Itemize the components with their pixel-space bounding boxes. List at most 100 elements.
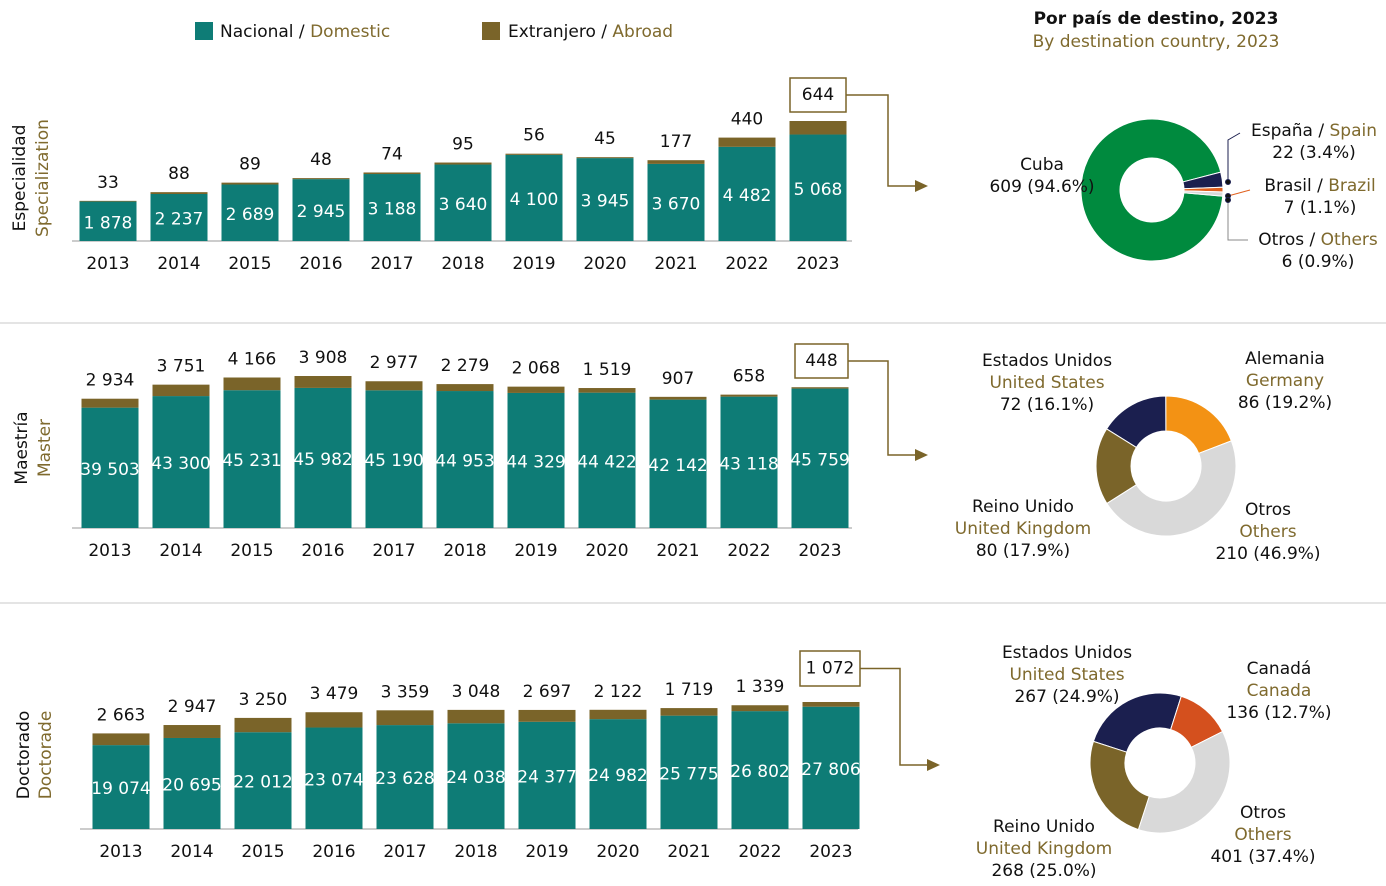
data-label: 24 982 xyxy=(588,766,647,786)
bar-segment xyxy=(649,396,707,400)
x-tick-label: 2015 xyxy=(230,541,273,561)
x-tick-label: 2022 xyxy=(727,541,770,561)
data-label: 45 190 xyxy=(364,451,423,471)
y-axis-label: Especialidad xyxy=(10,125,30,232)
bar-segment xyxy=(447,723,505,829)
pie-subtitle: By destination country, 2023 xyxy=(1033,32,1280,52)
slice-value: 86 (19.2%) xyxy=(1238,393,1332,413)
slice-label: Otros / Others xyxy=(1258,230,1378,250)
data-label: 56 xyxy=(523,126,545,146)
x-tick-label: 2021 xyxy=(667,842,710,862)
slice-label-en: United States xyxy=(989,373,1104,393)
slice-value: 6 (0.9%) xyxy=(1282,252,1355,272)
data-label: 88 xyxy=(168,164,190,184)
data-label: 45 xyxy=(594,129,616,149)
data-label: 3 670 xyxy=(652,194,701,214)
data-label: 3 359 xyxy=(381,682,430,702)
slice-value: 22 (3.4%) xyxy=(1272,143,1356,163)
donut-slice xyxy=(1080,118,1224,262)
slice-label-en: Others xyxy=(1239,522,1296,542)
data-label: 1 072 xyxy=(806,659,855,679)
data-label: 24 038 xyxy=(446,768,505,788)
bar-segment xyxy=(292,179,350,241)
data-label: 2 947 xyxy=(168,697,217,717)
legend-label: Extranjero / Abroad xyxy=(508,22,673,42)
x-tick-label: 2014 xyxy=(159,541,202,561)
x-tick-label: 2014 xyxy=(157,254,200,274)
data-label: 39 503 xyxy=(80,460,139,480)
data-label: 22 012 xyxy=(233,773,292,793)
bar-segment xyxy=(305,727,363,829)
bar-segment xyxy=(660,708,718,716)
data-label: 44 953 xyxy=(435,452,494,472)
x-tick-label: 2018 xyxy=(454,842,497,862)
bar-segment xyxy=(576,158,634,241)
slice-value: 136 (12.7%) xyxy=(1226,703,1331,723)
legend-swatch xyxy=(482,22,500,40)
bar-segment xyxy=(294,387,352,528)
donut-slice xyxy=(1106,440,1237,537)
bar-segment xyxy=(647,163,705,241)
slice-label-en: United States xyxy=(1009,665,1124,685)
x-tick-label: 2020 xyxy=(585,541,628,561)
bar-segment xyxy=(518,709,576,722)
bar-segment xyxy=(223,377,281,391)
bar-segment xyxy=(789,134,847,241)
bar-segment xyxy=(221,184,279,241)
slice-value: 401 (37.4%) xyxy=(1210,847,1315,867)
data-label: 177 xyxy=(660,132,692,152)
bar-segment xyxy=(507,392,565,528)
x-tick-label: 2020 xyxy=(596,842,639,862)
slice-value: 72 (16.1%) xyxy=(1000,395,1094,415)
slice-value: 609 (94.6%) xyxy=(989,177,1094,197)
slice-label: Otros xyxy=(1240,803,1286,823)
slice-label-en: Others xyxy=(1234,825,1291,845)
bar-segment xyxy=(365,381,423,391)
x-tick-label: 2016 xyxy=(312,842,355,862)
leader-dot xyxy=(1225,179,1231,185)
donut-slice xyxy=(1095,428,1138,505)
data-label: 4 166 xyxy=(228,350,277,370)
data-label: 89 xyxy=(239,155,261,175)
x-tick-label: 2019 xyxy=(525,842,568,862)
bar-segment xyxy=(376,725,434,829)
bar-segment xyxy=(92,745,150,829)
x-tick-label: 2015 xyxy=(228,254,271,274)
data-label: 44 422 xyxy=(577,452,636,472)
data-label: 2 279 xyxy=(441,356,490,376)
y-axis-label: Doctorado xyxy=(14,711,34,800)
donut-slice xyxy=(1089,740,1150,831)
slice-value: 210 (46.9%) xyxy=(1215,544,1320,564)
bar-segment xyxy=(720,396,778,528)
bar-segment xyxy=(731,705,789,712)
bar-segment xyxy=(223,390,281,528)
x-tick-label: 2016 xyxy=(301,541,344,561)
bar-segment xyxy=(589,709,647,720)
data-label: 45 759 xyxy=(790,450,849,470)
label-part-en: Brazil xyxy=(1328,176,1375,196)
leader-line xyxy=(1227,189,1251,197)
bar-segment xyxy=(731,711,789,829)
slice-label-en: United Kingdom xyxy=(976,839,1112,859)
data-label: 1 519 xyxy=(583,360,632,380)
data-label: 1 719 xyxy=(665,680,714,700)
data-label: 658 xyxy=(733,367,765,387)
data-label: 907 xyxy=(662,369,694,389)
bar-segment xyxy=(305,712,363,728)
label-part-en: Others xyxy=(1321,230,1378,250)
legend-swatch xyxy=(195,22,213,40)
data-label: 33 xyxy=(97,173,119,193)
slice-label-en: United Kingdom xyxy=(955,519,1091,539)
donut-slice xyxy=(1137,730,1231,834)
slice-label: Reino Unido xyxy=(972,497,1074,517)
data-label: 74 xyxy=(381,144,403,164)
y-axis-label: Maestría xyxy=(12,411,32,484)
data-label: 26 802 xyxy=(730,762,789,782)
bar-segment xyxy=(660,715,718,829)
slice-label: Brasil / Brazil xyxy=(1264,176,1375,196)
bar-segment xyxy=(163,725,221,738)
x-tick-label: 2018 xyxy=(441,254,484,274)
bar-segment xyxy=(292,178,350,180)
data-label: 440 xyxy=(731,110,763,130)
label-part: Otros xyxy=(1258,230,1304,250)
